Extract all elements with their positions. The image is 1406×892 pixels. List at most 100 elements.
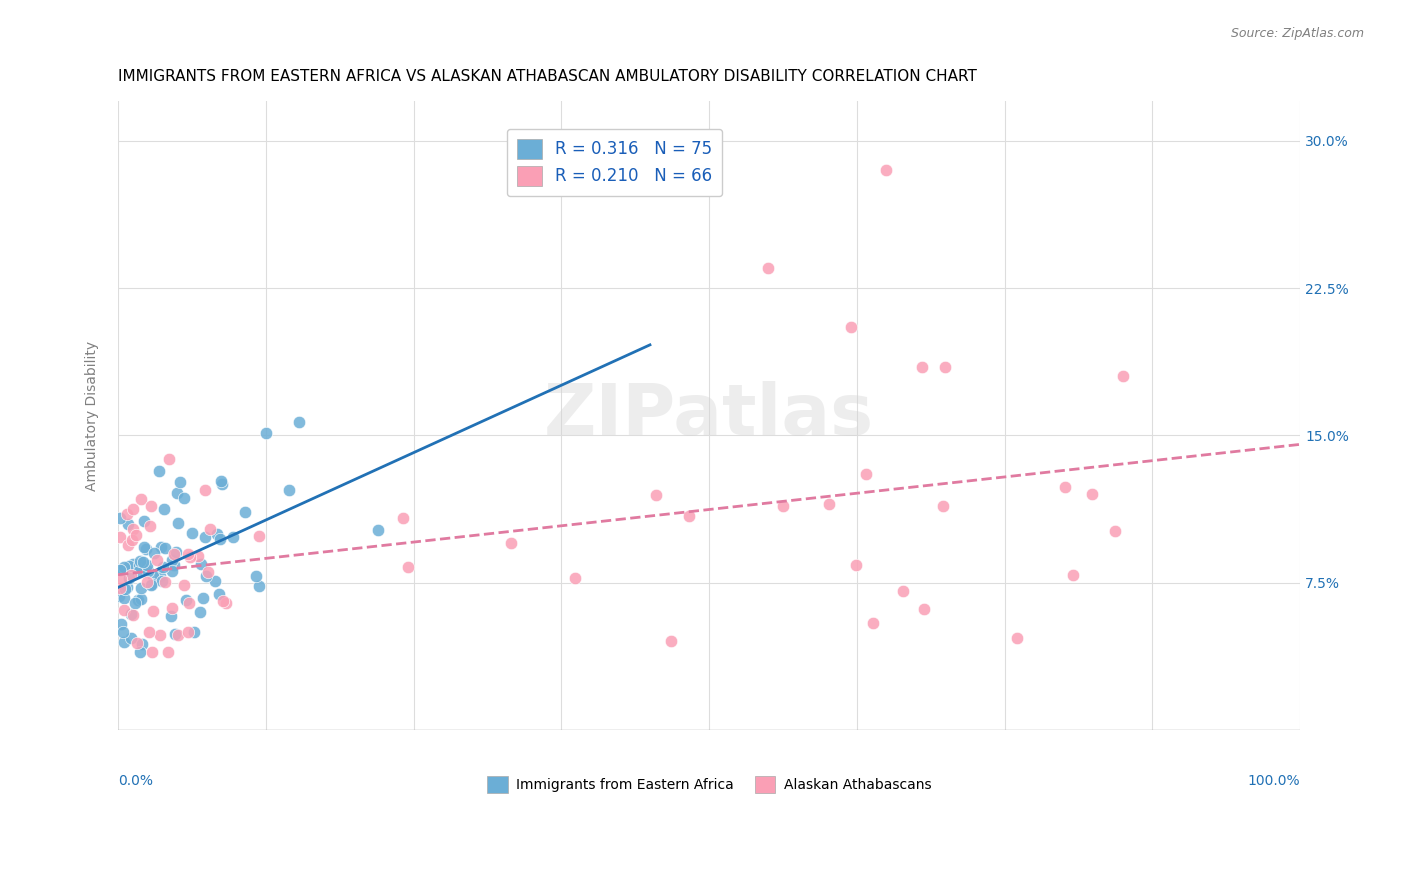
Point bbox=[108, 582, 131, 596]
Text: 100.0%: 100.0% bbox=[1247, 774, 1301, 789]
Point bbox=[129, 491, 152, 506]
Point bbox=[139, 518, 162, 533]
Point bbox=[855, 467, 877, 482]
Point bbox=[117, 517, 139, 532]
Point bbox=[159, 608, 181, 623]
Point bbox=[194, 569, 217, 583]
Point bbox=[122, 558, 145, 572]
Point bbox=[163, 547, 186, 561]
Point bbox=[117, 508, 139, 522]
Point bbox=[862, 615, 884, 630]
Point bbox=[136, 575, 159, 590]
Point bbox=[215, 596, 238, 610]
Point bbox=[891, 584, 914, 599]
Point bbox=[162, 553, 184, 567]
Point bbox=[152, 560, 174, 574]
Point bbox=[163, 627, 186, 641]
Point bbox=[143, 546, 166, 560]
Point bbox=[149, 568, 172, 582]
Point bbox=[249, 579, 271, 593]
Point bbox=[141, 577, 163, 591]
Point bbox=[141, 577, 163, 591]
Point bbox=[121, 502, 143, 516]
Point bbox=[136, 564, 159, 578]
Point bbox=[212, 594, 235, 608]
Point bbox=[110, 573, 132, 587]
Point bbox=[176, 548, 198, 562]
Point bbox=[277, 483, 299, 497]
Point bbox=[912, 602, 935, 616]
Point bbox=[110, 617, 132, 632]
Point bbox=[222, 530, 245, 544]
Point bbox=[124, 596, 146, 610]
Point bbox=[141, 569, 163, 583]
Point bbox=[108, 530, 131, 544]
Text: 0.0%: 0.0% bbox=[118, 774, 153, 789]
Point bbox=[391, 510, 413, 524]
Point bbox=[142, 604, 165, 618]
Point bbox=[125, 636, 148, 650]
Point bbox=[112, 591, 135, 606]
Point bbox=[756, 261, 779, 276]
Point bbox=[845, 558, 868, 572]
Point bbox=[153, 502, 176, 516]
Point bbox=[135, 558, 157, 572]
Point bbox=[233, 505, 256, 519]
Point bbox=[112, 635, 135, 649]
Point bbox=[209, 474, 232, 488]
Point bbox=[181, 526, 204, 541]
Point bbox=[128, 565, 150, 579]
Point bbox=[120, 567, 142, 582]
Point bbox=[208, 586, 231, 600]
Point bbox=[135, 541, 157, 556]
Point bbox=[173, 578, 195, 592]
Point bbox=[166, 485, 188, 500]
Point bbox=[118, 558, 141, 573]
Point bbox=[187, 549, 209, 563]
Point bbox=[160, 564, 183, 578]
Point bbox=[678, 509, 700, 524]
Point bbox=[121, 607, 143, 622]
Point bbox=[1062, 568, 1084, 582]
Point bbox=[1112, 369, 1135, 384]
Point bbox=[167, 628, 190, 642]
Point bbox=[911, 359, 934, 374]
Point bbox=[1080, 487, 1102, 501]
Point bbox=[112, 603, 135, 617]
Point bbox=[121, 533, 143, 548]
Point bbox=[818, 497, 841, 511]
Point bbox=[176, 593, 198, 607]
Point bbox=[118, 572, 141, 586]
Point bbox=[155, 575, 177, 590]
Point bbox=[149, 628, 172, 642]
Point bbox=[1053, 480, 1076, 494]
Point bbox=[190, 557, 212, 571]
Point bbox=[245, 568, 267, 582]
Point bbox=[122, 522, 145, 536]
Point bbox=[249, 529, 271, 543]
Point bbox=[193, 483, 215, 497]
Point bbox=[564, 571, 586, 585]
Point bbox=[772, 500, 794, 514]
Point bbox=[875, 163, 897, 178]
Point bbox=[183, 624, 205, 639]
Point bbox=[139, 499, 162, 513]
Point bbox=[120, 607, 142, 621]
Point bbox=[1104, 524, 1126, 539]
Point bbox=[131, 637, 153, 651]
Legend: Immigrants from Eastern Africa, Alaskan Athabascans: Immigrants from Eastern Africa, Alaskan … bbox=[481, 771, 936, 798]
Y-axis label: Ambulatory Disability: Ambulatory Disability bbox=[86, 341, 100, 491]
Point bbox=[148, 464, 170, 478]
Point bbox=[197, 565, 219, 579]
Point bbox=[839, 320, 862, 334]
Point bbox=[110, 510, 132, 524]
Point bbox=[115, 580, 138, 594]
Point bbox=[127, 593, 149, 607]
Point bbox=[204, 574, 226, 589]
Point bbox=[932, 500, 955, 514]
Point bbox=[111, 625, 134, 640]
Point bbox=[396, 560, 419, 574]
Point bbox=[108, 563, 131, 577]
Point bbox=[112, 559, 135, 574]
Point bbox=[367, 524, 389, 538]
